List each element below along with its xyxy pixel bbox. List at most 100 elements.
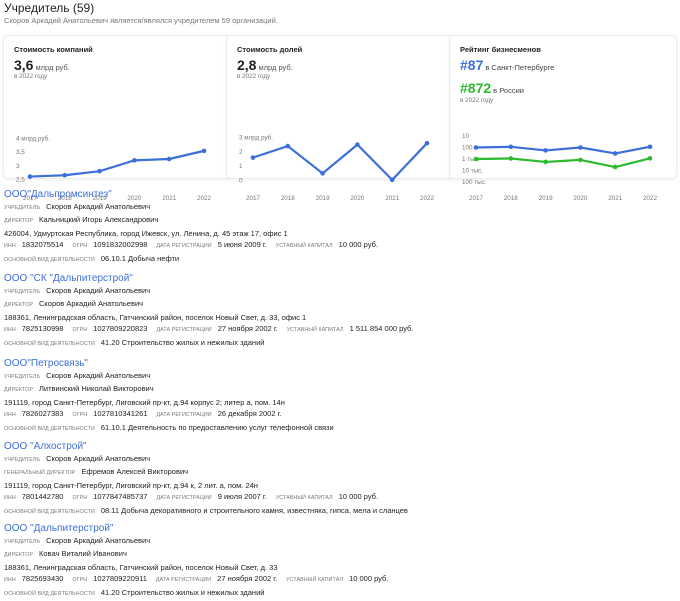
capital-label: УСТАВНЫЙ КАПИТАЛ xyxy=(275,495,333,502)
value-number: 3,6 xyxy=(14,57,34,73)
address-row: 191119, город Санкт-Петербург, Лиговский… xyxy=(4,480,258,490)
series-line xyxy=(251,142,429,181)
org-card: ООО "Алхострой" УЧРЕДИТЕЛЬ Скоров Аркадий… xyxy=(4,440,664,518)
data-point xyxy=(578,145,583,150)
card-note: в 2022 году xyxy=(460,97,494,104)
inn-label: ИНН xyxy=(4,327,16,334)
activity-value: 41.20 Строительство жилых и нежилых здан… xyxy=(100,337,265,347)
inn-label: ИНН xyxy=(4,577,16,584)
director-row: ДИРЕКТОР Ковач Виталий Иванович xyxy=(4,548,664,561)
founder-value[interactable]: Скоров Аркадий Анатольевич xyxy=(46,286,151,295)
data-point xyxy=(473,156,479,162)
capital-label: УСТАВНЫЙ КАПИТАЛ xyxy=(286,577,344,584)
director-row: ДИРЕКТОР Скоров Аркадий Анатольевич xyxy=(4,298,664,311)
activity-label: ОСНОВНОЙ ВИД ДЕЯТЕЛЬНОСТИ xyxy=(4,590,95,597)
data-point xyxy=(250,155,256,160)
reg-date-value: 27 ноября 2002 г. xyxy=(217,574,278,584)
x-tick-label: 2021 xyxy=(162,195,177,202)
data-point xyxy=(543,148,548,153)
data-point xyxy=(320,171,325,176)
data-point xyxy=(424,140,430,146)
founder-row: УЧРЕДИТЕЛЬ Скоров Аркадий Анатольевич xyxy=(4,285,664,298)
inn-value: 7825693430 xyxy=(21,574,64,584)
founder-value[interactable]: Скоров Аркадий Анатольевич xyxy=(46,371,151,380)
data-point xyxy=(132,158,137,163)
rating-card[interactable]: Рейтинг бизнесменов #87 в Санкт-Петербург… xyxy=(450,36,676,202)
director-value[interactable]: Ковач Виталий Иванович xyxy=(39,549,127,559)
org-name-link[interactable]: ООО "Дальпитерстрой" xyxy=(4,523,114,534)
director-value[interactable]: Скоров Аркадий Анатольевич xyxy=(39,299,144,309)
card-value: 2,8 млрд руб. xyxy=(237,57,293,73)
activity-label: ОСНОВНОЙ ВИД ДЕЯТЕЛЬНОСТИ xyxy=(4,340,95,347)
founder-value[interactable]: Скоров Аркадий Анатольевич xyxy=(46,454,151,463)
director-value[interactable]: Ефремов Алексей Викторович xyxy=(81,467,189,477)
x-tick-label: 2020 xyxy=(127,195,142,202)
x-tick-label: 2022 xyxy=(420,195,435,202)
data-point xyxy=(612,151,618,156)
org-card: ООО "Дальпитерстрой" УЧРЕДИТЕЛЬ Скоров Ар… xyxy=(4,522,664,600)
x-tick-label: 2020 xyxy=(573,195,588,202)
activity-value: 06.10.1 Добыча нефти xyxy=(100,253,180,263)
founder-label: УЧРЕДИТЕЛЬ xyxy=(4,374,41,380)
x-tick-label: 2019 xyxy=(316,195,331,202)
org-name-link[interactable]: ООО"Петросвязь" xyxy=(4,358,88,369)
org-card: ООО "СК "Дальпитерстрой" УЧРЕДИТЕЛЬ Скоро… xyxy=(4,272,664,350)
director-label: ГЕНЕРАЛЬНЫЙ ДИРЕКТОР xyxy=(4,470,76,477)
rank-spb: #87 в Санкт-Петербурге xyxy=(460,57,554,73)
company-value-card[interactable]: Стоимость компаний 3,6 млрд руб. в 2022 г… xyxy=(4,36,230,202)
reg-date-label: ДАТА РЕГИСТРАЦИИ xyxy=(156,495,212,502)
director-value[interactable]: Кальницкий Игорь Александрович xyxy=(39,215,159,225)
card-value: 3,6 млрд руб. xyxy=(14,57,70,73)
capital-value: 10 000 руб. xyxy=(338,240,378,250)
ids-row: ИНН 7826027383 ОГРН 1027810341261 ДАТА РЕГИС… xyxy=(4,408,664,421)
founder-value[interactable]: Скоров Аркадий Анатольевич xyxy=(46,202,151,211)
ogrn-label: ОГРН xyxy=(72,327,88,334)
org-name-link[interactable]: ООО"Дальпромсинтез" xyxy=(4,189,112,200)
x-tick-label: 2018 xyxy=(58,195,73,202)
share-value-card[interactable]: Стоимость долей 2,8 млрд руб. в 2022 году… xyxy=(227,36,453,202)
data-point xyxy=(97,168,102,174)
ogrn-value: 1027809220823 xyxy=(93,324,148,334)
x-tick-label: 2017 xyxy=(469,195,484,202)
data-point xyxy=(285,143,291,149)
reg-date-label: ДАТА РЕГИСТРАЦИИ xyxy=(155,577,212,584)
data-point xyxy=(166,156,172,162)
ids-row: ИНН 7825130998 ОГРН 1027809220823 ДАТА РЕГИС… xyxy=(4,323,664,336)
capital-value: 10 000 руб. xyxy=(338,492,379,502)
org-name-link[interactable]: ООО "Алхострой" xyxy=(4,441,87,452)
data-point xyxy=(62,172,68,178)
y-tick-label: 3 млрд руб. xyxy=(239,133,273,141)
y-tick-label: 4 млрд руб. xyxy=(16,135,50,143)
activity-value: 08.11 Добыча декоративного и строительно… xyxy=(100,505,408,515)
founder-row: УЧРЕДИТЕЛЬ Скоров Аркадий Анатольевич xyxy=(4,201,664,214)
x-tick-label: 2018 xyxy=(281,195,296,202)
org-card: ООО"Петросвязь" УЧРЕДИТЕЛЬ Скоров Аркадий… xyxy=(4,357,664,435)
rating-chart: 10 100 1 тыс. 10 тыс. 100 тыс. 2017 2018 2019 20… xyxy=(462,133,657,202)
org-name-link[interactable]: ООО "СК "Дальпитерстрой" xyxy=(4,273,133,284)
data-point xyxy=(543,159,548,165)
data-point xyxy=(612,164,618,170)
director-label: ДИРЕКТОР xyxy=(4,302,33,309)
x-tick-label: 2020 xyxy=(350,195,365,202)
reg-date-label: ДАТА РЕГИСТРАЦИИ xyxy=(156,327,212,334)
x-tick-label: 2019 xyxy=(93,195,108,202)
card-note: в 2022 году xyxy=(237,73,271,80)
page-subtitle: Скоров Аркадий Анатольевич является/явля… xyxy=(4,16,278,25)
y-tick-label: 100 тыс. xyxy=(462,179,487,186)
capital-value: 10 000 руб. xyxy=(349,574,389,584)
founder-value[interactable]: Скоров Аркадий Анатольевич xyxy=(46,536,151,545)
rank-russia-value: #872 xyxy=(460,80,492,96)
reg-date-label: ДАТА РЕГИСТРАЦИИ xyxy=(156,243,212,250)
activity-value: 61.10.1 Деятельность по предоставлению у… xyxy=(100,422,334,432)
data-point xyxy=(647,156,653,161)
card-title: Стоимость долей xyxy=(237,45,303,54)
company-value-chart: 4 млрд руб. 3,5 3 2,5 2017 2018 2019 2020 2021 20… xyxy=(16,135,211,202)
inn-value: 7801442780 xyxy=(21,492,64,502)
x-tick-label: 2017 xyxy=(23,195,38,202)
director-value[interactable]: Литвинский Николай Викторович xyxy=(39,384,154,394)
x-tick-label: 2021 xyxy=(608,195,623,202)
capital-label: УСТАВНЫЙ КАПИТАЛ xyxy=(286,327,344,334)
founder-label: УЧРЕДИТЕЛЬ xyxy=(4,539,41,545)
data-point xyxy=(27,174,33,179)
data-point xyxy=(201,148,207,154)
